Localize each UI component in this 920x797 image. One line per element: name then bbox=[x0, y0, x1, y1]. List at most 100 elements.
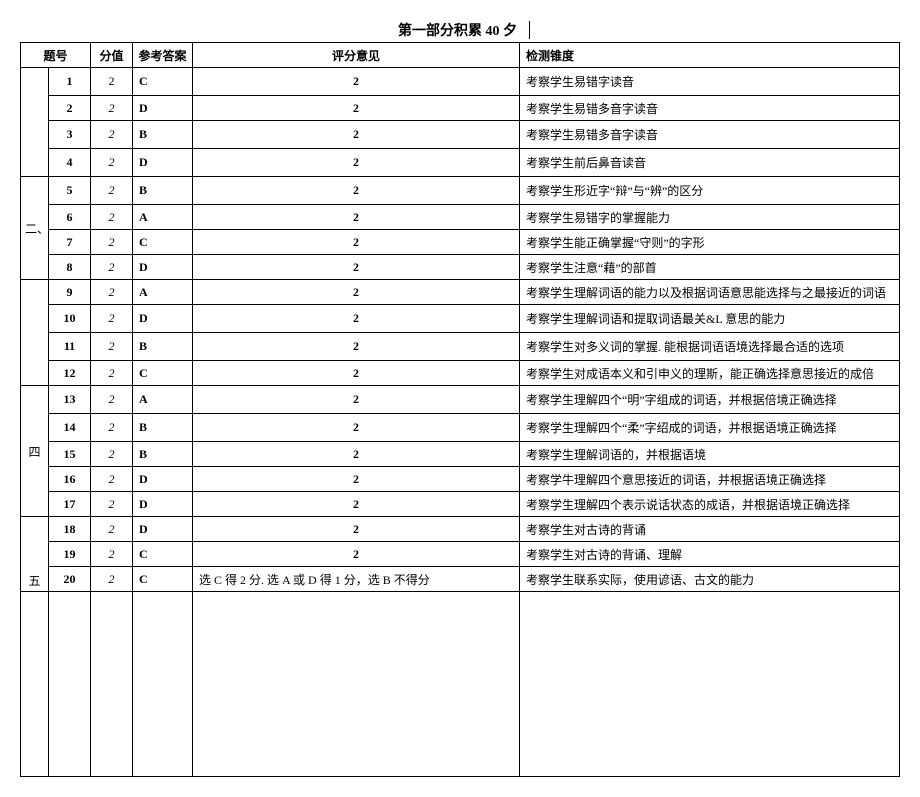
score-value: 2 bbox=[91, 305, 133, 333]
opinion-value: 2 bbox=[193, 305, 520, 333]
dimension-value: 考察学生对古诗的背诵、理解 bbox=[520, 542, 900, 567]
opinion-value: 2 bbox=[193, 280, 520, 305]
table-row: 四132A2考察学生理解四个“明”字组成的词语，并根据倍境正确选择 bbox=[21, 386, 900, 414]
dimension-value: 考察学生理解词语的能力以及根据词语意思能选择与之最接近的词语 bbox=[520, 280, 900, 305]
score-value: 2 bbox=[91, 567, 133, 592]
answer-value: C bbox=[133, 68, 193, 96]
dimension-value: 考察学生联系实际，使用谚语、古文的能力 bbox=[520, 567, 900, 592]
dimension-value: 考察学生理解词语和提取词语最关&L 意思的能力 bbox=[520, 305, 900, 333]
score-value: 2 bbox=[91, 149, 133, 177]
dimension-value: 考察学生能正确掌握“守则”的字形 bbox=[520, 230, 900, 255]
answer-value: D bbox=[133, 492, 193, 517]
question-number: 17 bbox=[49, 492, 91, 517]
opinion-value: 2 bbox=[193, 361, 520, 386]
section-label: 五 bbox=[21, 517, 49, 592]
dimension-value: 考察学生对成语本义和引申义的理斯，能正确选择意思接近的成倍 bbox=[520, 361, 900, 386]
header-row: 题号 分值 参考答案 评分意见 检测锥度 bbox=[21, 43, 900, 68]
dimension-value: 考察学生易错多音字读音 bbox=[520, 121, 900, 149]
question-number: 13 bbox=[49, 386, 91, 414]
question-number: 12 bbox=[49, 361, 91, 386]
opinion-value: 2 bbox=[193, 442, 520, 467]
table-row: 122C2考察学生对成语本义和引申义的理斯，能正确选择意思接近的成倍 bbox=[21, 361, 900, 386]
opinion-value: 2 bbox=[193, 492, 520, 517]
question-number: 19 bbox=[49, 542, 91, 567]
opinion-value: 2 bbox=[193, 68, 520, 96]
question-number: 10 bbox=[49, 305, 91, 333]
score-value: 2 bbox=[91, 492, 133, 517]
answer-value: A bbox=[133, 280, 193, 305]
table-row: 42D2考察学生前后鼻音读音 bbox=[21, 149, 900, 177]
question-number: 4 bbox=[49, 149, 91, 177]
section-label bbox=[21, 280, 49, 386]
dimension-value: 考察学生对多义词的掌握. 能根据词语语境选择最合适的选项 bbox=[520, 333, 900, 361]
title-divider bbox=[529, 21, 530, 39]
table-row: 二、52B2考察学生形近字“辩”与“辨”的区分 bbox=[21, 177, 900, 205]
question-number: 3 bbox=[49, 121, 91, 149]
dimension-value: 考察学生理解四个表示说话状态的成语，并根据语境正确选择 bbox=[520, 492, 900, 517]
score-value: 2 bbox=[91, 255, 133, 280]
answer-value: D bbox=[133, 467, 193, 492]
title-text: 第一部分积累 40 夕 bbox=[390, 20, 525, 40]
score-value: 2 bbox=[91, 517, 133, 542]
answer-value: B bbox=[133, 177, 193, 205]
table-row: 82D2考察学生注意“藉”的部首 bbox=[21, 255, 900, 280]
answer-value: B bbox=[133, 333, 193, 361]
score-value: 2 bbox=[91, 205, 133, 230]
table-row: 152B2考察学生理解词语的，并根据语境 bbox=[21, 442, 900, 467]
answer-value: C bbox=[133, 567, 193, 592]
section-label: 四 bbox=[21, 386, 49, 517]
answer-value: D bbox=[133, 517, 193, 542]
opinion-value: 2 bbox=[193, 255, 520, 280]
dimension-value: 考察学生易错字读音 bbox=[520, 68, 900, 96]
opinion-value: 2 bbox=[193, 414, 520, 442]
dimension-value: 考察学生易错多音字读音 bbox=[520, 96, 900, 121]
question-number: 1 bbox=[49, 68, 91, 96]
opinion-value: 选 C 得 2 分. 选 A 或 D 得 1 分，选 B 不得分 bbox=[193, 567, 520, 592]
dimension-value: 考察学生注意“藉”的部首 bbox=[520, 255, 900, 280]
question-number: 14 bbox=[49, 414, 91, 442]
table-row: 162D2考察学牛理解四个意思接近的词语，并根据语境正确选择 bbox=[21, 467, 900, 492]
question-number: 20 bbox=[49, 567, 91, 592]
question-number: 15 bbox=[49, 442, 91, 467]
table-row: 192C2考察学生对古诗的背诵、理解 bbox=[21, 542, 900, 567]
question-number: 6 bbox=[49, 205, 91, 230]
score-value: 2 bbox=[91, 177, 133, 205]
dimension-value: 考察学生理解四个“柔”字绍成的词语，并根据语境正确选择 bbox=[520, 414, 900, 442]
answer-value: C bbox=[133, 361, 193, 386]
table-row: 142B2考察学生理解四个“柔”字绍成的词语，并根据语境正确选择 bbox=[21, 414, 900, 442]
dimension-value: 考察学生对古诗的背诵 bbox=[520, 517, 900, 542]
blank-cell bbox=[49, 592, 91, 777]
table-row: 五182D2考察学生对古诗的背诵 bbox=[21, 517, 900, 542]
answer-value: B bbox=[133, 442, 193, 467]
score-value: 2 bbox=[91, 442, 133, 467]
opinion-value: 2 bbox=[193, 121, 520, 149]
table-row: 32B2考察学生易错多音字读音 bbox=[21, 121, 900, 149]
opinion-value: 2 bbox=[193, 517, 520, 542]
section-label bbox=[21, 68, 49, 177]
question-number: 11 bbox=[49, 333, 91, 361]
dimension-value: 考察学生理解词语的，并根据语境 bbox=[520, 442, 900, 467]
header-score: 分值 bbox=[91, 43, 133, 68]
table-row: 22D2考察学生易错多音字读音 bbox=[21, 96, 900, 121]
table-row: 72C2考察学生能正确掌握“守则”的字形 bbox=[21, 230, 900, 255]
table-row: 112B2考察学生对多义词的掌握. 能根据词语语境选择最合适的选项 bbox=[21, 333, 900, 361]
table-row: 102D2考察学生理解词语和提取词语最关&L 意思的能力 bbox=[21, 305, 900, 333]
blank-cell bbox=[21, 592, 49, 777]
opinion-value: 2 bbox=[193, 149, 520, 177]
section-label: 二、 bbox=[21, 177, 49, 280]
table-row: 12C2考察学生易错字读音 bbox=[21, 68, 900, 96]
answer-value: D bbox=[133, 149, 193, 177]
score-value: 2 bbox=[91, 68, 133, 96]
score-value: 2 bbox=[91, 121, 133, 149]
dimension-value: 考察学生形近字“辩”与“辨”的区分 bbox=[520, 177, 900, 205]
score-value: 2 bbox=[91, 467, 133, 492]
question-number: 16 bbox=[49, 467, 91, 492]
score-value: 2 bbox=[91, 230, 133, 255]
opinion-value: 2 bbox=[193, 542, 520, 567]
question-number: 18 bbox=[49, 517, 91, 542]
header-dimension: 检测锥度 bbox=[520, 43, 900, 68]
answer-value: C bbox=[133, 542, 193, 567]
opinion-value: 2 bbox=[193, 467, 520, 492]
opinion-value: 2 bbox=[193, 386, 520, 414]
score-value: 2 bbox=[91, 386, 133, 414]
